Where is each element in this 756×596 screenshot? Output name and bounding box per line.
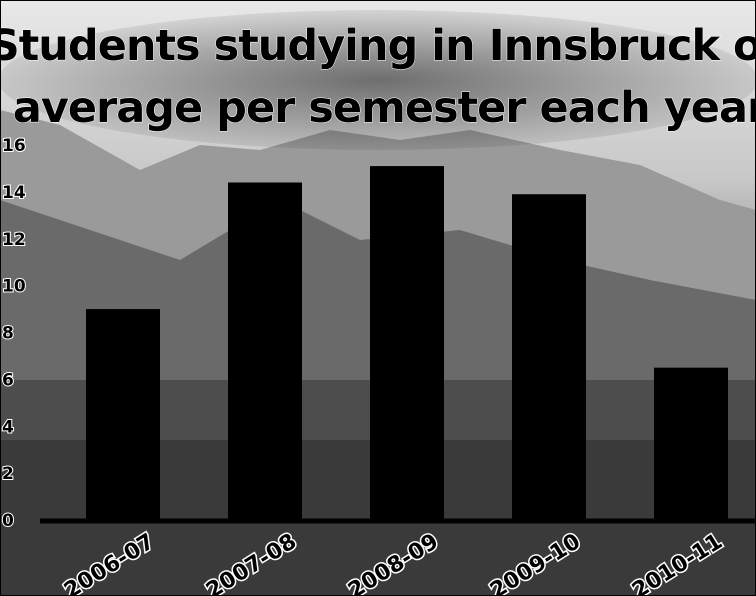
y-tick-label: 16 bbox=[2, 136, 26, 156]
y-tick-label: 12 bbox=[2, 230, 26, 250]
y-tick-label: 6 bbox=[2, 370, 14, 390]
y-tick-label: 8 bbox=[2, 324, 14, 344]
y-tick-label: 0 bbox=[2, 511, 14, 531]
bar bbox=[370, 166, 444, 520]
y-tick-label: 4 bbox=[2, 417, 14, 437]
bar bbox=[86, 309, 160, 520]
title-glow bbox=[0, 10, 756, 150]
bar bbox=[512, 194, 586, 520]
y-tick-label: 2 bbox=[2, 464, 14, 484]
chart-title: Students studying in Innsbruck on bbox=[0, 21, 756, 71]
bar bbox=[228, 182, 302, 520]
y-tick-label: 10 bbox=[2, 277, 26, 297]
bar bbox=[654, 367, 728, 520]
y-tick-label: 14 bbox=[2, 183, 26, 203]
chart-title: average per semester each year bbox=[13, 83, 756, 133]
